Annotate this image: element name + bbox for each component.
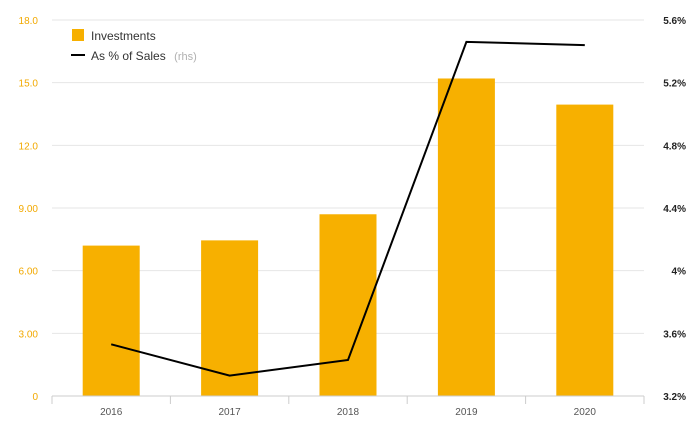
legend-swatch-investments xyxy=(72,29,84,41)
x-tick-label: 2016 xyxy=(100,407,123,418)
legend-label-pct-of-sales-name: As % of Sales xyxy=(91,49,166,63)
legend: Investments As % of Sales (rhs) xyxy=(71,29,197,64)
right-tick-label: 4% xyxy=(672,267,687,278)
bar-2016 xyxy=(82,245,140,396)
x-tick-label: 2019 xyxy=(455,407,478,418)
right-tick-label: 4.8% xyxy=(663,141,686,152)
x-tick-label: 2018 xyxy=(337,407,360,418)
left-axis: 0 3.00 6.00 9.00 12.0 15.0 18.0 xyxy=(19,16,39,403)
legend-label-investments: Investments xyxy=(91,29,156,43)
right-tick-label: 3.6% xyxy=(663,329,686,340)
left-tick-label: 0 xyxy=(32,392,38,403)
left-tick-label: 3.00 xyxy=(19,329,39,340)
x-tick-label: 2020 xyxy=(574,407,597,418)
bar-2018 xyxy=(319,214,377,396)
right-tick-label: 4.4% xyxy=(663,204,686,215)
legend-label-pct-of-sales: As % of Sales (rhs) xyxy=(91,47,197,64)
bar-2019 xyxy=(437,78,495,396)
left-tick-label: 12.0 xyxy=(19,141,39,152)
legend-label-pct-of-sales-note: (rhs) xyxy=(174,51,197,63)
x-tick-label: 2017 xyxy=(218,407,241,418)
right-tick-label: 5.2% xyxy=(663,79,686,90)
right-axis: 3.2% 3.6% 4% 4.4% 4.8% 5.2% 5.6% xyxy=(663,16,686,403)
left-tick-label: 15.0 xyxy=(19,79,39,90)
left-tick-label: 18.0 xyxy=(19,16,39,27)
bar-series-investments xyxy=(82,78,614,396)
x-axis: 2016 2017 2018 2019 2020 xyxy=(51,395,645,418)
left-tick-label: 9.00 xyxy=(19,204,39,215)
gridlines xyxy=(52,19,644,334)
line-series-pct-of-sales xyxy=(110,40,585,377)
bar-2020 xyxy=(556,104,614,396)
right-tick-label: 3.2% xyxy=(663,392,686,403)
left-tick-label: 6.00 xyxy=(19,267,39,278)
right-tick-label: 5.6% xyxy=(663,16,686,27)
